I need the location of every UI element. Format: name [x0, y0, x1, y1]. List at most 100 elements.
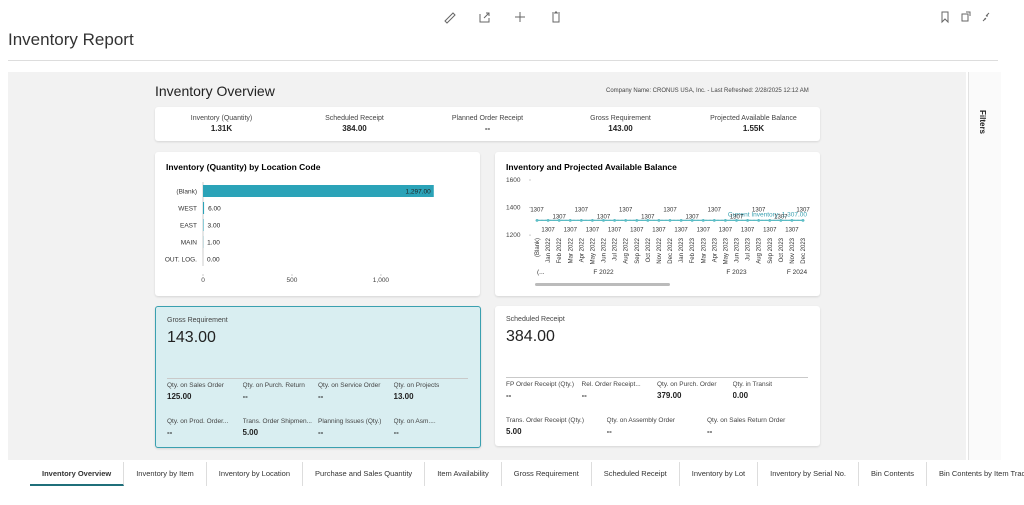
point — [801, 219, 805, 222]
field-value: -- — [242, 392, 248, 401]
kpi-value: 1.31K — [210, 124, 233, 133]
value-label: 0.00 — [207, 257, 220, 264]
x-tick-label: Jul 2023 — [746, 237, 752, 260]
data-label: 1307 — [575, 207, 589, 213]
field: Qty. on Purch. Return -- — [243, 382, 316, 401]
kpi-value: 1.55K — [742, 124, 765, 133]
field: Qty. on Purch. Order 379.00 — [657, 381, 730, 400]
page-title: Inventory Report — [8, 30, 134, 49]
share-icon[interactable] — [479, 12, 490, 23]
x-tick-label: Mar 2022 — [568, 237, 574, 263]
data-label: 1307 — [741, 227, 755, 233]
x-tick-label: 500 — [287, 277, 298, 284]
field-value: 125.00 — [167, 392, 192, 401]
kpi-label: Scheduled Receipt — [325, 115, 384, 122]
data-label: 1307 — [641, 214, 655, 220]
field-value: 5.00 — [242, 428, 259, 437]
filter-label[interactable]: Filters — [978, 110, 987, 135]
tab[interactable]: Inventory by Serial No. — [758, 462, 859, 486]
field-value: -- — [506, 391, 512, 400]
separator — [506, 377, 808, 378]
point — [701, 219, 705, 222]
new-icon[interactable] — [515, 12, 525, 22]
scheduled-card[interactable]: Scheduled Receipt 384.00 FP Order Receipt … — [495, 306, 820, 446]
x-group-label: (... — [537, 269, 545, 276]
field-label: Qty. on Projects — [393, 382, 440, 389]
point — [546, 219, 550, 222]
field-label: Qty. on Prod. Order... — [167, 418, 229, 425]
point — [580, 219, 583, 222]
x-tick-label: Jun 2022 — [602, 237, 608, 262]
field: Qty. on Assembly Order -- — [607, 417, 705, 436]
field-label: Qty. in Transit — [732, 381, 773, 388]
x-tick-label: Sep 2022 — [635, 237, 641, 263]
field-value: -- — [393, 428, 399, 437]
point — [679, 219, 683, 222]
x-tick-label: Oct 2022 — [646, 237, 652, 262]
tab[interactable]: Bin Contents by Item Tracking — [927, 462, 1024, 486]
field-value: 0.00 — [732, 391, 749, 400]
data-label: 1307 — [730, 214, 744, 220]
x-tick-label: Nov 2023 — [790, 237, 796, 263]
tab[interactable]: Bin Contents — [859, 462, 927, 486]
x-tick-label: Sep 2023 — [768, 237, 774, 263]
x-tick-label: Mar 2023 — [701, 237, 707, 263]
x-tick-label: 1,000 — [373, 277, 390, 284]
x-tick-label: Oct 2023 — [779, 237, 785, 262]
x-tick-label: Dec 2022 — [668, 237, 674, 263]
kpi-value: 384.00 — [342, 124, 367, 133]
field-value: -- — [606, 427, 612, 436]
bar — [203, 219, 204, 231]
value-label: 6.00 — [208, 206, 221, 213]
card-value: 384.00 — [506, 328, 555, 345]
y-tick-label: MAIN — [181, 240, 198, 247]
tab[interactable]: Purchase and Sales Quantity — [303, 462, 426, 486]
tab[interactable]: Gross Requirement — [502, 462, 592, 486]
bar — [203, 185, 434, 197]
value-label: 1,297.00 — [405, 189, 431, 196]
data-label: 1307 — [752, 207, 766, 213]
kpi: Gross Requirement 143.00 — [554, 107, 687, 141]
field-label: Qty. on Asm.... — [393, 418, 436, 425]
line-chart: Inventory and Projected Available Balanc… — [495, 152, 820, 296]
data-label: 1307 — [674, 227, 688, 233]
y-tick-label: WEST — [178, 206, 197, 213]
point — [724, 219, 727, 222]
tab[interactable]: Inventory Overview — [30, 462, 125, 486]
x-tick-label: Jan 2023 — [679, 237, 685, 262]
value-label: 1.00 — [207, 240, 220, 247]
value-label: 3.00 — [208, 223, 221, 230]
tab[interactable]: Inventory by Item — [124, 462, 207, 486]
delete-icon[interactable] — [552, 11, 560, 23]
field: Trans. Order Receipt (Qty.) 5.00 — [506, 417, 604, 436]
x-tick-label: Aug 2023 — [757, 237, 763, 263]
x-group-label: F 2022 — [593, 269, 614, 276]
tab[interactable]: Inventory by Location — [207, 462, 304, 486]
kpi-value: -- — [484, 124, 491, 133]
kpi-label: Gross Requirement — [590, 115, 651, 122]
field-value: 5.00 — [506, 427, 522, 436]
field-value: -- — [318, 392, 324, 401]
tab[interactable]: Item Availability — [425, 462, 502, 486]
tab[interactable]: Scheduled Receipt — [592, 462, 680, 486]
collapse-icon[interactable] — [982, 12, 990, 22]
open-icon[interactable] — [961, 11, 971, 22]
gross-card[interactable]: Gross Requirement 143.00 Qty. on Sales Ord… — [155, 306, 481, 448]
field-label: Qty. on Service Order — [318, 382, 381, 389]
tab[interactable]: Inventory by Lot — [680, 462, 759, 486]
chart-title: Inventory (Quantity) by Location Code — [166, 162, 321, 172]
field-value: 379.00 — [657, 391, 682, 400]
field: Qty. on Projects 13.00 — [394, 382, 467, 401]
field-label: Qty. on Assembly Order — [606, 417, 676, 424]
edit-icon[interactable] — [444, 12, 456, 24]
point — [690, 219, 694, 222]
filter-pane[interactable] — [968, 72, 1001, 460]
point — [668, 219, 672, 222]
bookmark-icon[interactable] — [941, 11, 949, 24]
point — [746, 219, 749, 222]
data-label: 1307 — [652, 227, 666, 233]
x-tick-label: Feb 2022 — [557, 237, 563, 263]
x-tick-label: May 2022 — [590, 237, 596, 264]
field: Rel. Order Receipt... -- — [582, 381, 655, 400]
